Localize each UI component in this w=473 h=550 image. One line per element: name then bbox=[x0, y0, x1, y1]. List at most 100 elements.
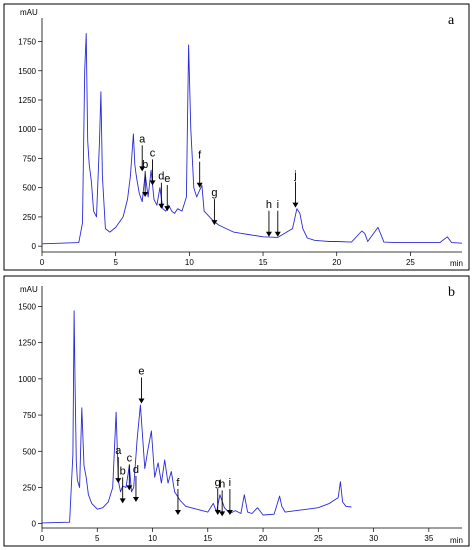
peak-letter: a bbox=[115, 445, 122, 457]
peak-arrowhead bbox=[149, 180, 156, 186]
peak-arrowhead bbox=[158, 203, 165, 209]
panel-a-trace bbox=[41, 32, 463, 245]
y-tick-label: 750 bbox=[23, 154, 37, 163]
peak-arrowhead bbox=[142, 192, 149, 198]
peak-arrowhead bbox=[265, 231, 272, 237]
panel-a-x-unit: min bbox=[450, 259, 463, 268]
peak-label-c: c bbox=[149, 147, 156, 186]
peak-label-b: b bbox=[142, 159, 149, 198]
peak-arrowhead bbox=[126, 485, 133, 491]
peak-arrowhead bbox=[119, 498, 126, 504]
peak-letter: c bbox=[127, 452, 133, 464]
peak-letter: a bbox=[139, 133, 146, 145]
x-tick-label: 20 bbox=[332, 258, 341, 267]
peak-arrowhead bbox=[164, 206, 171, 212]
peak-label-g: g bbox=[211, 187, 218, 226]
peak-arrowhead bbox=[292, 202, 299, 208]
peak-label-a: a bbox=[139, 133, 146, 172]
peak-arrowhead bbox=[138, 398, 145, 404]
peak-arrowhead bbox=[214, 509, 221, 515]
peak-letter: j bbox=[293, 170, 296, 182]
y-tick-label: 1250 bbox=[18, 339, 36, 348]
y-tick-label: 500 bbox=[23, 184, 37, 193]
x-tick-label: 15 bbox=[259, 258, 268, 267]
x-tick-label: 25 bbox=[406, 258, 415, 267]
panel-b-label: b bbox=[448, 285, 455, 300]
peak-arrowhead bbox=[219, 511, 226, 517]
peak-letter: f bbox=[176, 477, 180, 489]
x-tick-label: 30 bbox=[369, 534, 378, 543]
x-tick-label: 5 bbox=[113, 258, 118, 267]
peak-label-h: h bbox=[219, 478, 226, 517]
x-tick-label: 35 bbox=[424, 534, 433, 543]
y-tick-label: 250 bbox=[23, 213, 37, 222]
x-tick-label: 0 bbox=[40, 258, 45, 267]
peak-label-i: i bbox=[226, 477, 233, 515]
peak-label-i: i bbox=[274, 199, 281, 237]
peak-label-f: f bbox=[174, 477, 181, 515]
x-tick-label: 15 bbox=[203, 534, 212, 543]
peak-label-e: e bbox=[138, 365, 145, 404]
peak-label-g: g bbox=[215, 477, 221, 515]
peak-letter: d bbox=[158, 171, 164, 183]
x-tick-label: 0 bbox=[40, 534, 45, 543]
peak-letter: d bbox=[133, 464, 139, 476]
x-tick-label: 5 bbox=[95, 534, 100, 543]
panel-b-y-unit: mAU bbox=[20, 285, 38, 294]
peak-letter: c bbox=[150, 147, 156, 159]
peak-label-b: b bbox=[119, 465, 126, 504]
peak-letter: f bbox=[198, 150, 202, 162]
peak-label-e: e bbox=[164, 173, 171, 212]
peak-letter: g bbox=[211, 187, 217, 199]
y-tick-label: 1500 bbox=[18, 302, 36, 311]
peak-label-h: h bbox=[266, 199, 272, 237]
x-tick-label: 10 bbox=[185, 258, 194, 267]
y-tick-label: 1500 bbox=[18, 67, 36, 76]
peak-arrowhead bbox=[196, 182, 203, 188]
peak-arrowhead bbox=[274, 231, 281, 237]
peak-arrowhead bbox=[139, 166, 146, 172]
panel-b-ticks: 0 5 10 15 20 25 30 35 0 250 500 750 1000 1250 1500 bbox=[18, 286, 462, 543]
panel-b-x-unit: min bbox=[450, 536, 463, 545]
peak-arrowhead bbox=[226, 509, 233, 515]
peak-letter: h bbox=[266, 199, 272, 211]
panel-a-label: a bbox=[448, 13, 455, 28]
peak-letter: e bbox=[164, 173, 170, 185]
peak-arrowhead bbox=[211, 220, 218, 226]
x-tick-label: 25 bbox=[314, 534, 323, 543]
peak-letter: g bbox=[215, 477, 221, 489]
y-tick-label: 0 bbox=[32, 242, 37, 251]
peak-arrowhead bbox=[115, 478, 122, 484]
peak-letter: e bbox=[138, 365, 144, 377]
y-tick-label: 500 bbox=[23, 447, 37, 456]
peak-label-f: f bbox=[196, 150, 203, 188]
panel-b-trace bbox=[41, 310, 352, 524]
peak-letter: i bbox=[277, 199, 279, 211]
chromatogram-panel-a: mAU min a 0 5 10 15 20 2502505007501000125015… bbox=[3, 3, 470, 271]
x-tick-label: 10 bbox=[148, 534, 157, 543]
y-tick-label: 1750 bbox=[18, 38, 36, 47]
x-tick-label: 20 bbox=[259, 534, 268, 543]
y-tick-label: 1000 bbox=[18, 125, 36, 134]
peak-label-a: a bbox=[115, 445, 122, 484]
peak-label-j: j bbox=[292, 170, 299, 208]
peak-letter: i bbox=[229, 477, 231, 489]
peak-letter: h bbox=[219, 478, 225, 490]
y-tick-label: 750 bbox=[23, 411, 37, 420]
panel-a-frame bbox=[3, 3, 470, 271]
y-tick-label: 250 bbox=[23, 483, 37, 492]
peak-arrowhead bbox=[174, 509, 181, 515]
y-tick-label: 0 bbox=[32, 520, 37, 529]
chromatogram-panel-b: mAU min b 0 5 10 15 20 25 30 35 0 250 500 750 1000 12… bbox=[3, 275, 470, 547]
peak-label-d: d bbox=[133, 464, 139, 502]
y-tick-label: 1250 bbox=[18, 96, 36, 105]
y-tick-label: 1000 bbox=[18, 375, 36, 384]
peak-label-d: d bbox=[158, 171, 164, 209]
panel-a-peak-labels: a bcd e f g h i j bbox=[139, 133, 299, 237]
peak-letter: b bbox=[142, 159, 148, 171]
peak-arrowhead bbox=[132, 496, 139, 502]
panel-a-y-unit: mAU bbox=[20, 8, 38, 17]
